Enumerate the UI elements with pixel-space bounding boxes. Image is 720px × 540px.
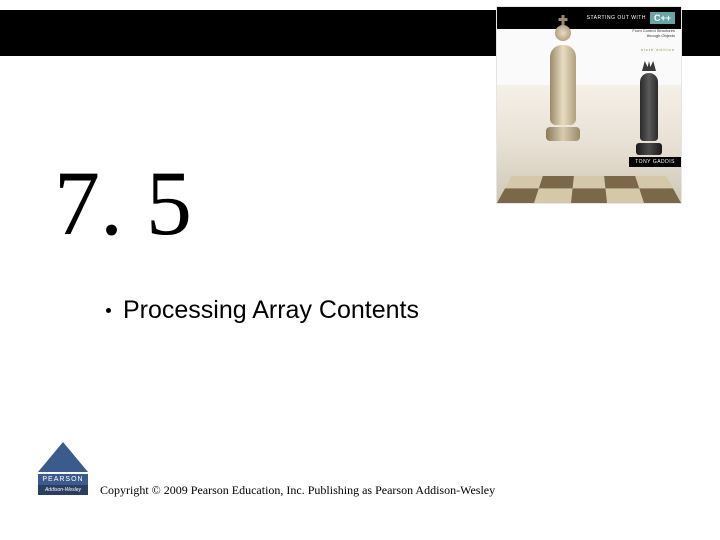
pearson-logo: PEARSON Addison-Wesley bbox=[38, 442, 88, 506]
copyright-text: Copyright © 2009 Pearson Education, Inc.… bbox=[100, 483, 495, 498]
cover-tagline: STARTING OUT WITH bbox=[587, 15, 646, 21]
chess-king-icon bbox=[545, 45, 581, 173]
logo-aw-label: Addison-Wesley bbox=[38, 485, 88, 495]
logo-triangle-icon bbox=[38, 442, 88, 472]
cover-subtitle-line2: through Objects bbox=[632, 34, 675, 39]
book-cover: STARTING OUT WITH C++ From Control Struc… bbox=[496, 6, 682, 204]
cover-edition: sixth edition bbox=[641, 47, 675, 52]
bullet-icon bbox=[106, 308, 111, 313]
cpp-badge: C++ bbox=[650, 12, 675, 24]
author-name: TONY GADDIS bbox=[629, 157, 681, 167]
chess-scene: TONY GADDIS bbox=[497, 85, 681, 203]
logo-pearson-label: PEARSON bbox=[38, 474, 88, 485]
bullet-item: Processing Array Contents bbox=[106, 296, 419, 325]
cover-header: STARTING OUT WITH C++ bbox=[497, 7, 681, 29]
board-squares bbox=[497, 176, 681, 203]
section-number: 7. 5 bbox=[54, 150, 192, 256]
cover-subtitle: From Control Structures through Objects bbox=[632, 29, 675, 39]
bullet-text: Processing Array Contents bbox=[123, 296, 419, 325]
